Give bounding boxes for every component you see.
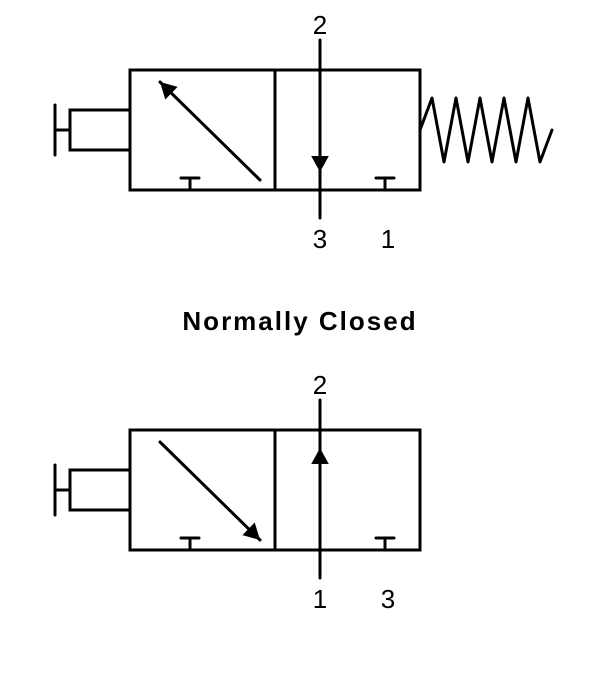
caption-normally-closed: Normally Closed [182, 306, 417, 336]
valve-nc: 2 3 1 [55, 10, 552, 254]
port-label-nc-2: 2 [313, 10, 327, 40]
port-label-nc-3: 3 [313, 224, 327, 254]
port-label-no-2: 2 [313, 370, 327, 400]
port-label-nc-1: 1 [381, 224, 395, 254]
valve-no: 2 1 3 [55, 370, 420, 614]
valve-diagram: 2 3 1 2 1 3 Normally Closed [0, 0, 600, 700]
port-label-no-3: 3 [381, 584, 395, 614]
port-label-no-1: 1 [313, 584, 327, 614]
